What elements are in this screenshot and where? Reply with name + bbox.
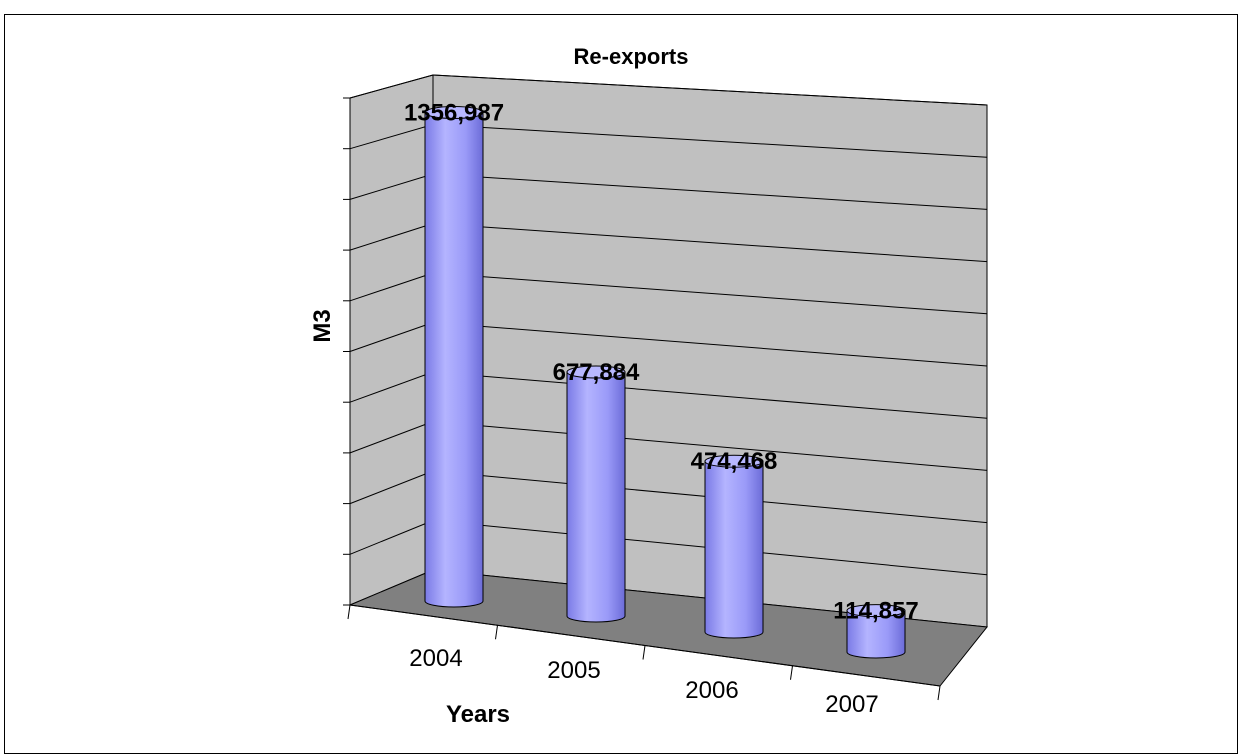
bars: [424, 105, 906, 659]
gridline-side: [349, 470, 434, 505]
gridline-side: [349, 520, 434, 555]
gridline-back: [432, 173, 988, 210]
x-tick: [642, 645, 646, 660]
bar-top: [424, 105, 484, 119]
gridline-side: [349, 272, 434, 302]
bar-2007: [846, 604, 906, 659]
bar-body: [566, 371, 626, 623]
x-tick: [347, 604, 351, 620]
gridline-back: [432, 322, 988, 367]
chart-title: Re-exports: [574, 44, 689, 69]
gridline-side: [349, 371, 434, 403]
data-label-2007: 114,857: [833, 598, 918, 625]
bar-2006: [704, 454, 764, 639]
gridlines: [349, 74, 988, 576]
bar-body: [704, 460, 764, 639]
gridline-side: [349, 223, 434, 251]
gridline-side: [349, 173, 434, 200]
x-tick: [937, 685, 941, 701]
data-label-2006: 474,468: [691, 448, 778, 475]
y-axis-title: M3: [309, 309, 336, 342]
gridline-back: [432, 421, 988, 471]
gridline-side: [349, 322, 434, 352]
bar-body: [424, 111, 484, 608]
y-axis: [343, 97, 351, 606]
bar-top: [846, 604, 906, 618]
gridline-side: [349, 74, 434, 99]
gridline-side: [349, 124, 434, 150]
x-tick: [495, 625, 498, 640]
data-labels: 1356,987 677,884 474,468 114,857: [404, 99, 919, 624]
gridline-back: [432, 223, 988, 263]
bar-top: [704, 454, 764, 468]
data-label-2005: 677,884: [553, 359, 640, 386]
x-axis: 2004 2005 2006 2007: [347, 604, 941, 718]
gridline-back: [432, 371, 988, 419]
x-axis-title: Years: [446, 701, 510, 728]
gridline-back: [432, 272, 988, 315]
bar-2005: [566, 365, 626, 623]
x-tick-label-2005: 2005: [547, 657, 600, 684]
gridline-back: [432, 124, 988, 158]
gridline-side: [349, 421, 434, 454]
data-label-2004: 1356,987: [404, 99, 504, 126]
x-tick-label-2007: 2007: [825, 691, 878, 718]
gridline-back: [432, 74, 988, 106]
x-tick-label-2004: 2004: [409, 645, 462, 672]
bar-2004: [424, 105, 484, 608]
bar-top: [566, 365, 626, 379]
bar-body: [846, 610, 906, 659]
x-tick-label-2006: 2006: [685, 677, 738, 704]
x-tick: [790, 665, 793, 680]
